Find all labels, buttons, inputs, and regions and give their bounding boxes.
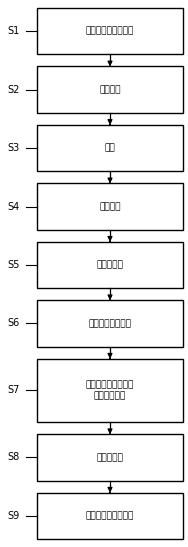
Text: S2: S2 (8, 85, 20, 95)
Text: S8: S8 (8, 452, 20, 462)
Text: S3: S3 (8, 143, 20, 153)
Bar (37, 125, 183, 171)
Bar (37, 183, 183, 230)
Text: 站台面恢复: 站台面恢复 (97, 453, 124, 462)
Text: S5: S5 (8, 260, 20, 270)
Bar (37, 242, 183, 288)
Text: 请点、封锁轨道线路: 请点、封锁轨道线路 (86, 27, 134, 36)
Text: 钢筋安装: 钢筋安装 (99, 202, 121, 211)
Bar (37, 8, 183, 54)
Text: S4: S4 (8, 201, 20, 212)
Text: 施工准备: 施工准备 (99, 85, 121, 94)
Text: S6: S6 (8, 318, 20, 328)
Text: S1: S1 (8, 26, 20, 36)
Bar (37, 434, 183, 481)
Text: S7: S7 (8, 386, 20, 395)
Bar (37, 66, 183, 113)
Text: 钢模板安装: 钢模板安装 (97, 260, 124, 270)
Bar (37, 493, 183, 539)
Text: S9: S9 (8, 511, 20, 521)
Text: 消点、解除线路封锁: 消点、解除线路封锁 (86, 511, 134, 520)
Text: 取孔: 取孔 (105, 143, 115, 153)
Text: 水泥基灌浆料搅拌: 水泥基灌浆料搅拌 (89, 319, 131, 328)
Bar (37, 359, 183, 422)
Bar (37, 300, 183, 347)
Text: 水泥基灌浆料浇筑及
高位漏斗加压: 水泥基灌浆料浇筑及 高位漏斗加压 (86, 380, 134, 401)
